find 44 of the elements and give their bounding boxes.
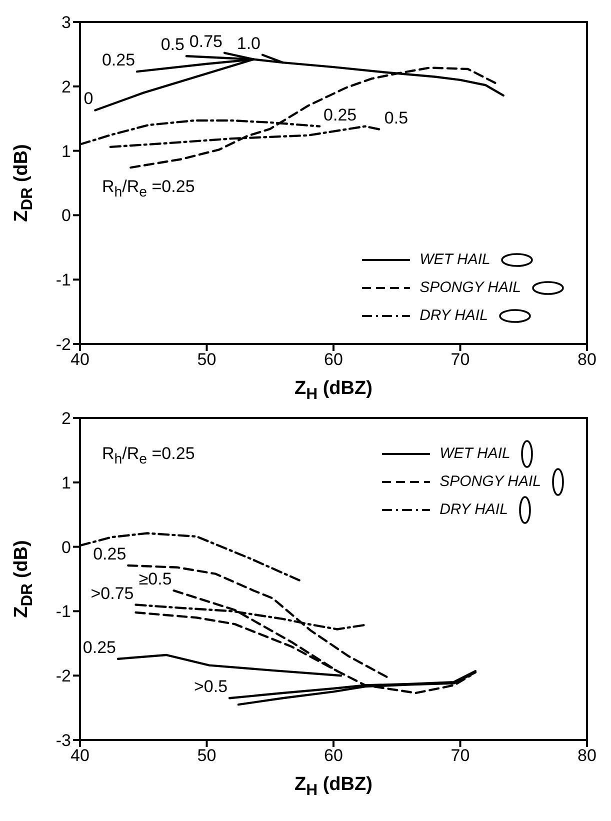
y-tick-label: 0 — [62, 206, 71, 226]
legend-label: WET HAIL — [440, 444, 510, 464]
x-tick-label: 70 — [450, 746, 470, 766]
x-axis-title: Z$_{H}$ (dBZ) — [294, 774, 374, 800]
x-tick-label: 60 — [324, 350, 343, 370]
annotation: 0.25 — [102, 51, 136, 70]
annotation: 1.0 — [236, 34, 261, 54]
annotation: R$_{h}$/R$_{e}$ =0.25 — [102, 444, 195, 468]
annotation: 0 — [84, 90, 94, 109]
x-axis-title: Z$_{H}$ (dBZ) — [294, 378, 374, 404]
x-tick-label: 50 — [197, 746, 216, 766]
x-tick-label: 60 — [324, 746, 343, 766]
y-tick-label: 3 — [62, 13, 71, 32]
y-tick-label: -1 — [56, 602, 71, 622]
y-tick-label: -2 — [56, 335, 71, 354]
legend-label: SPONGY HAIL — [420, 278, 521, 298]
annotation: 0.5 — [160, 36, 184, 55]
annotation: ≥0.5 — [138, 570, 172, 590]
y-tick-label: -3 — [56, 731, 71, 750]
annotation: 0.25 — [82, 638, 116, 658]
x-tick-label: 70 — [450, 350, 470, 370]
legend-label: DRY HAIL — [420, 306, 488, 326]
x-tick-label: 40 — [70, 746, 90, 766]
legend-label: WET HAIL — [420, 250, 490, 270]
y-tick-label: -2 — [56, 666, 71, 686]
y-tick-label: 1 — [62, 473, 71, 492]
y-tick-label: 2 — [62, 409, 71, 428]
legend-label: DRY HAIL — [440, 500, 508, 520]
y-tick-label: 1 — [62, 142, 71, 161]
x-tick-label: 80 — [578, 746, 596, 766]
annotation: >0.5 — [194, 678, 228, 697]
y-tick-label: -1 — [56, 270, 71, 290]
y-tick-label: 0 — [62, 538, 71, 557]
y-tick-label: 2 — [62, 77, 71, 96]
x-tick-label: 80 — [578, 350, 596, 370]
legend-label: SPONGY HAIL — [440, 472, 541, 492]
x-tick-label: 40 — [70, 350, 90, 370]
annotation: R$_{h}$/R$_{e}$ =0.25 — [102, 176, 195, 200]
x-tick-label: 50 — [197, 350, 216, 370]
annotation: 0.25 — [324, 106, 357, 125]
annotation: 0.25 — [93, 544, 126, 564]
annotation: 0.75 — [189, 32, 222, 52]
annotation: >0.75 — [90, 584, 134, 604]
annotation: 0.5 — [384, 109, 408, 128]
